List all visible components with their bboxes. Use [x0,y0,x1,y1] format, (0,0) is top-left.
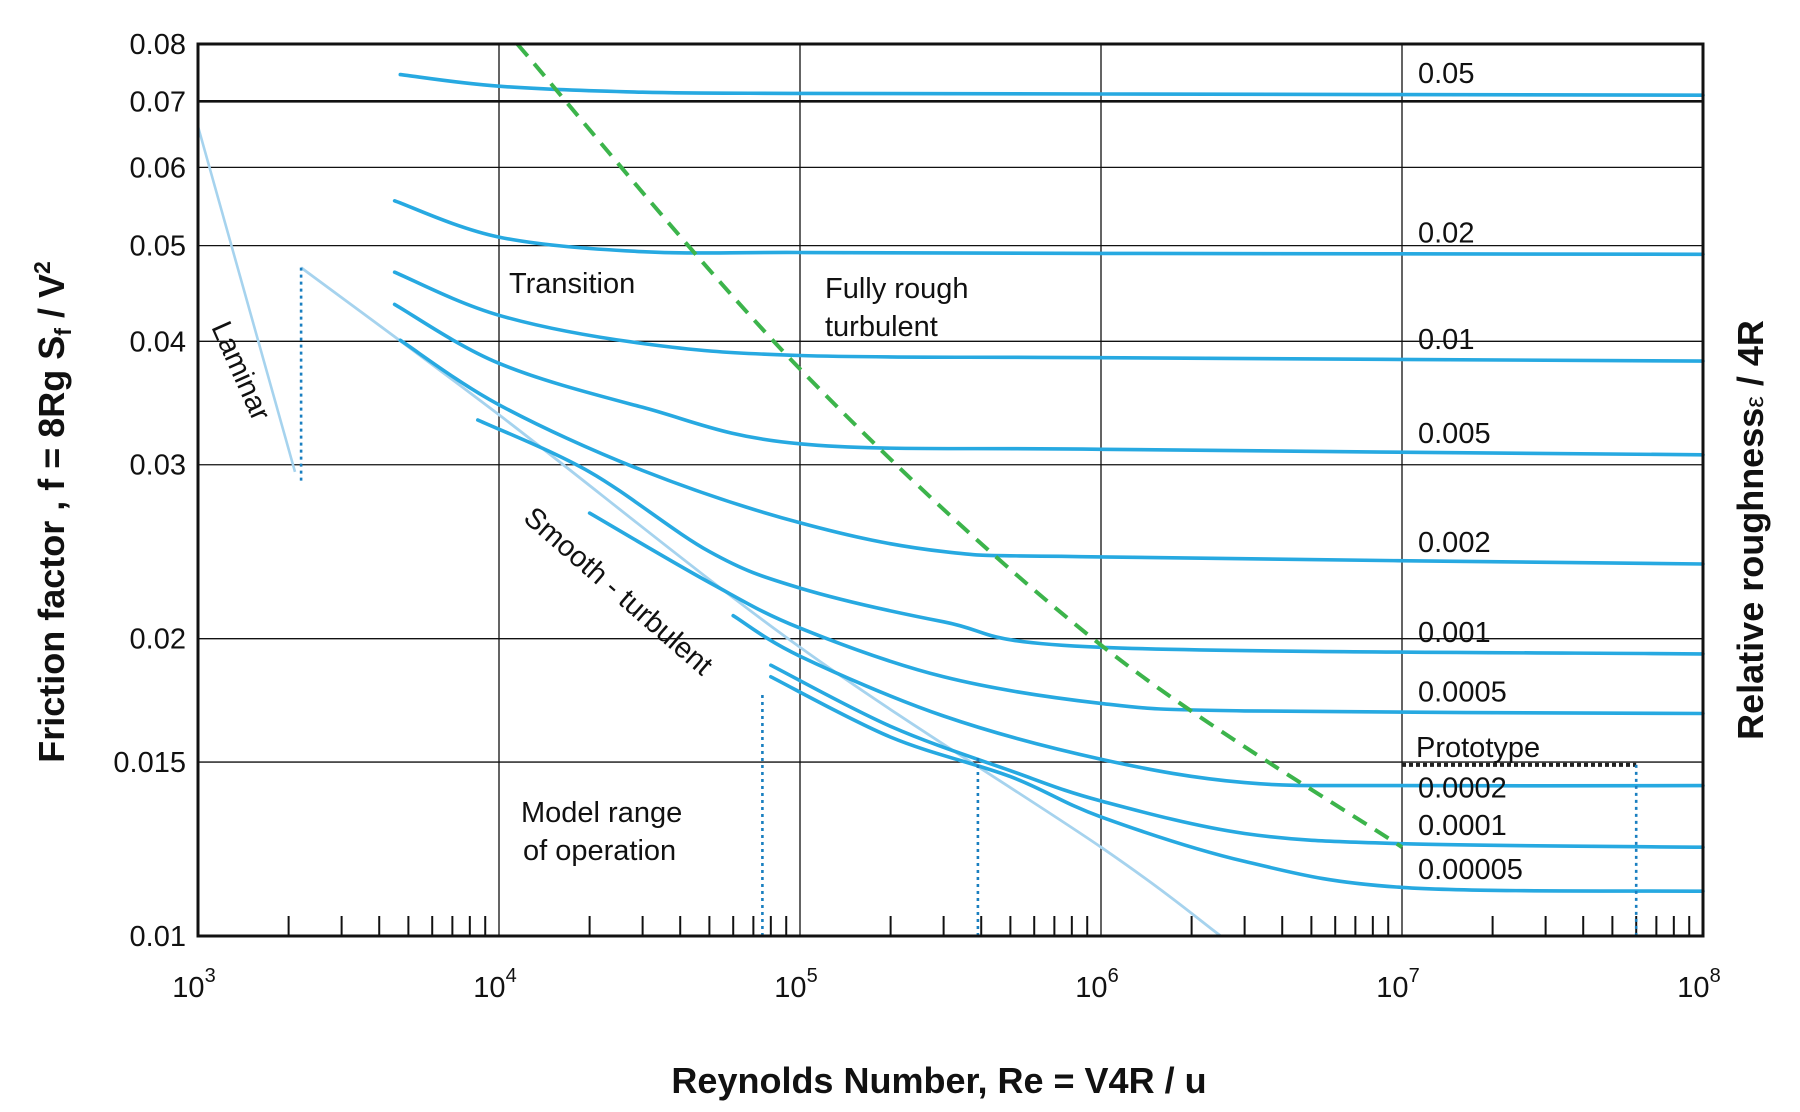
plot-frame [196,42,1705,938]
roughness-label-0.005: 0.005 [1418,418,1491,450]
y-axis-title-sup: 2 [29,261,55,274]
x-tick-exp: 7 [1409,965,1420,987]
fully-rough-label-line1: Fully rough [825,273,968,305]
y-tick-label-0.015: 0.015 [113,747,186,779]
transition-label: Transition [509,268,635,300]
y-tick-label-0.07: 0.07 [130,86,186,118]
roughness-curve-0.01 [392,270,1705,363]
fully-rough-label-line2: turbulent [825,311,938,343]
x-tick-label-1e5: 105 [774,965,817,1004]
x-tick-base: 10 [1075,972,1107,1004]
smooth-turbulent-line [300,266,1222,938]
y-tick-label-0.06: 0.06 [130,152,186,184]
prototype-label: Prototype [1416,732,1540,764]
x-tick-label-1e8: 108 [1677,965,1720,1004]
y-tick-label-0.03: 0.03 [130,450,186,482]
right-axis-title-symbol: ε [1739,396,1769,408]
roughness-label-0.02: 0.02 [1418,217,1474,249]
x-tick-exp: 8 [1710,965,1721,987]
series-layer [196,72,1705,938]
roughness-label-0.00005: 0.00005 [1418,854,1523,886]
y-tick-label-0.08: 0.08 [130,29,186,61]
y-axis-title-sub: f [50,328,76,336]
x-tick-base: 10 [774,972,806,1004]
minor-ticks [287,916,1691,936]
roughness-curve-0.001 [476,418,1705,656]
roughness-curve-0.00005 [769,675,1705,893]
x-tick-exp: 4 [506,965,517,987]
y-axis-title: Friction factor , f = 8Rg Sf / V2 [29,261,76,763]
roughness-curve-0.0005 [587,511,1705,716]
x-tick-label-1e6: 106 [1075,965,1118,1004]
roughness-curve-0.0002 [731,613,1705,788]
roughness-curve-0.02 [392,199,1705,257]
axes: 0.010.0150.020.030.040.050.060.070.08103… [113,29,1720,1004]
roughness-label-0.0005: 0.0005 [1418,676,1507,708]
x-tick-label-1e3: 103 [172,965,215,1004]
x-tick-base: 10 [1677,972,1709,1004]
y-axis-title-main: Friction factor , f = 8Rg S [31,336,72,763]
roughness-label-0.01: 0.01 [1418,324,1474,356]
x-tick-label-1e4: 104 [473,965,516,1004]
x-tick-exp: 3 [205,965,216,987]
y-tick-label-0.01: 0.01 [130,921,186,953]
x-tick-exp: 6 [1108,965,1119,987]
model-range-label-line1: Model range [521,797,682,829]
roughness-label-0.002: 0.002 [1418,527,1491,559]
model-range-label-line2: of operation [523,835,676,867]
roughness-curve-0.05 [398,72,1705,97]
right-axis-title-main: Relative roughness [1730,408,1771,740]
y-tick-label-0.02: 0.02 [130,624,186,656]
roughness-curve-0.002 [398,338,1705,566]
roughness-label-0.001: 0.001 [1418,617,1491,649]
labels: 0.05 0.02 0.01 0.005 0.002 0.001 0.0005 0.0002 0… [1418,58,1523,886]
x-tick-base: 10 [1376,972,1408,1004]
right-axis-title: Relative roughnessε / 4R [1730,320,1771,740]
roughness-curve-0.0001 [769,663,1705,849]
x-tick-label-1e7: 107 [1376,965,1419,1004]
roughness-label-0.0002: 0.0002 [1418,773,1507,805]
x-tick-exp: 5 [807,965,818,987]
x-tick-base: 10 [473,972,505,1004]
laminar-line [196,126,297,473]
roughness-label-0.05: 0.05 [1418,58,1474,90]
y-axis-title-tail: / V [31,274,72,328]
roughness-label-0.0001: 0.0001 [1418,810,1507,842]
roughness-curve-0.005 [392,302,1705,457]
y-tick-label-0.04: 0.04 [130,326,186,358]
x-axis-title: Reynolds Number, Re = V4R / u [671,1060,1206,1101]
right-axis-title-tail: / 4R [1730,320,1771,396]
y-tick-label-0.05: 0.05 [130,231,186,263]
overlay-layer [299,42,1638,936]
fully-rough-boundary-line [515,42,1404,849]
x-tick-base: 10 [172,972,204,1004]
